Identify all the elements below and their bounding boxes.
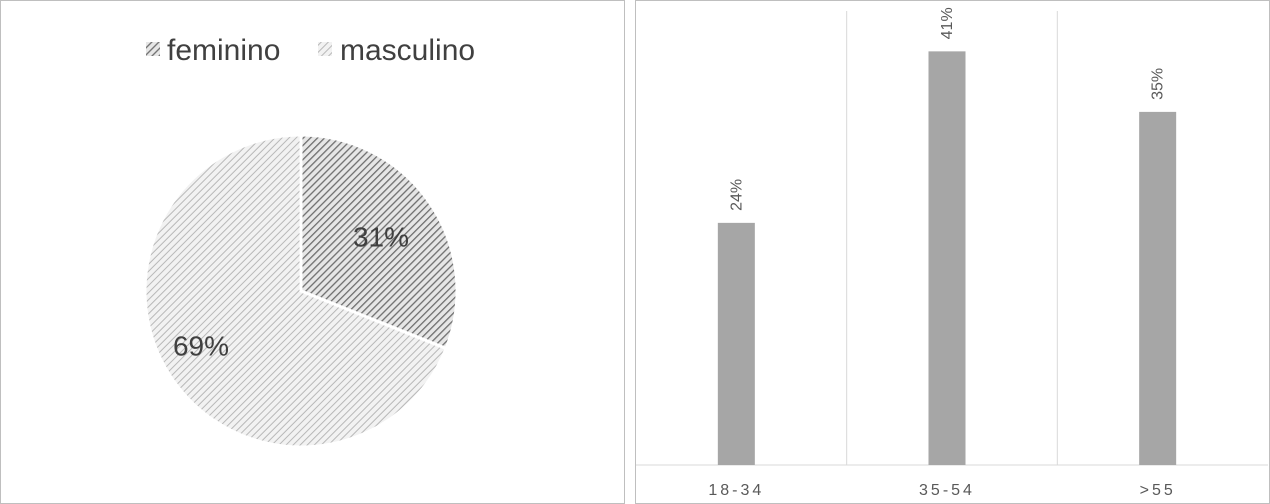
pie-label-masculino: 69%	[173, 330, 229, 361]
legend-swatch-feminino	[146, 42, 160, 56]
bar-gt55	[1139, 111, 1177, 465]
pie-slice-feminino	[299, 133, 459, 351]
bar-value-label-gt55: 35%	[1150, 68, 1167, 100]
pie-chart: feminino masculino 31% 69%	[143, 34, 475, 449]
legend-label-feminino: feminino	[167, 34, 280, 67]
bar-marks	[717, 51, 1177, 465]
pie-slices	[143, 133, 459, 449]
legend-label-masculino: masculino	[340, 34, 475, 67]
x-tick-18-34: 18-34	[708, 482, 764, 499]
pie-slice-masculino	[143, 133, 448, 449]
x-axis-ticks: 18-34 35-54 >55	[708, 482, 1176, 499]
bar-value-label-18-34: 24%	[728, 179, 745, 211]
x-tick-35-54: 35-54	[919, 482, 975, 499]
bar-value-label-35-54: 41%	[939, 7, 956, 39]
bar-35-54	[928, 51, 966, 465]
bar-18-34	[717, 222, 755, 465]
legend-item-feminino: feminino	[146, 34, 280, 67]
pie-legend: feminino masculino	[146, 34, 475, 67]
legend-swatch-masculino	[318, 42, 332, 56]
legend-item-masculino: masculino	[318, 34, 475, 67]
bar-chart-panel: 24% 41% 35% 18-34 35-54 >55	[635, 0, 1270, 504]
x-tick-gt55: >55	[1140, 482, 1176, 499]
bar-labels: 24% 41% 35%	[728, 7, 1166, 211]
pie-label-feminino: 31%	[353, 222, 409, 253]
bar-chart: 24% 41% 35% 18-34 35-54 >55	[636, 7, 1268, 499]
pie-chart-panel: feminino masculino 31% 69%	[0, 0, 625, 504]
